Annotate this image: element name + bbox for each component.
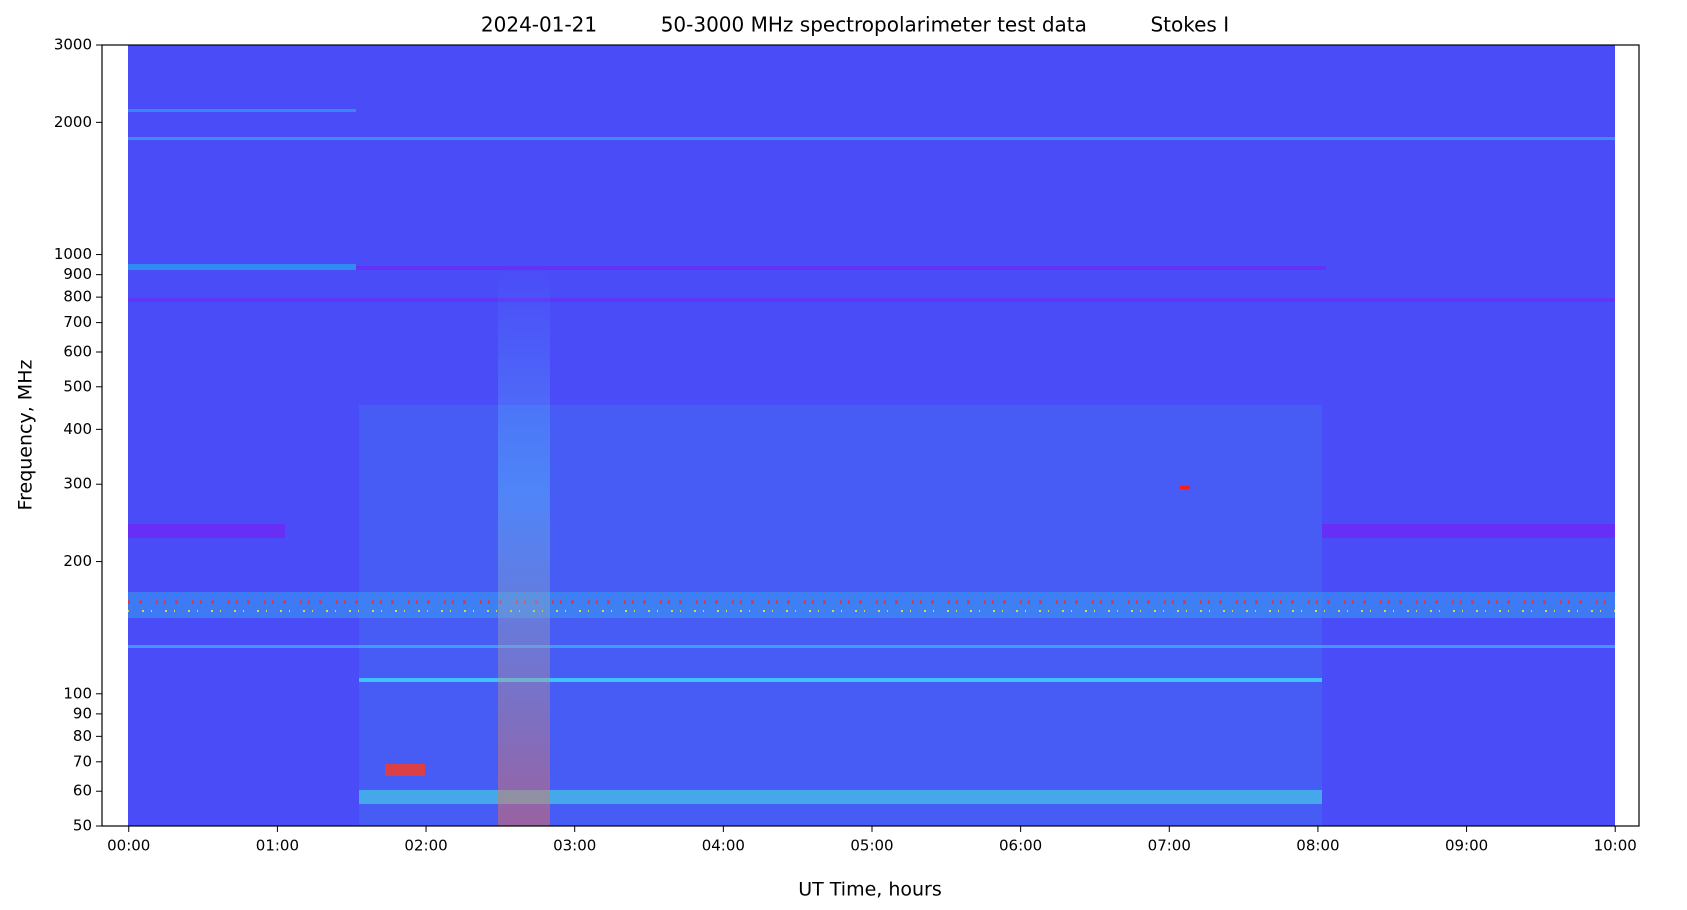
y-tick-label: 400 bbox=[63, 420, 92, 438]
y-tick-label: 700 bbox=[63, 313, 92, 331]
y-tick-label: 200 bbox=[63, 552, 92, 570]
y-tick-label: 500 bbox=[63, 377, 92, 395]
y-tick-label: 900 bbox=[63, 265, 92, 283]
y-tick-label: 50 bbox=[73, 817, 92, 835]
x-tick-label: 00:00 bbox=[107, 837, 150, 855]
y-tick-label: 800 bbox=[63, 288, 92, 306]
y-tick-label: 3000 bbox=[54, 36, 92, 54]
x-tick-label: 06:00 bbox=[999, 837, 1042, 855]
y-axis-label: Frequency, MHz bbox=[15, 360, 37, 511]
y-tick-label: 100 bbox=[63, 684, 92, 702]
y-tick-label: 60 bbox=[73, 782, 92, 800]
x-tick-label: 07:00 bbox=[1148, 837, 1191, 855]
x-tick-label: 09:00 bbox=[1445, 837, 1488, 855]
y-tick-label: 2000 bbox=[54, 113, 92, 131]
y-tick-label: 600 bbox=[63, 343, 92, 361]
chart-title: 2024-01-21 50-3000 MHz spectropolarimete… bbox=[481, 13, 1229, 37]
x-tick-label: 02:00 bbox=[404, 837, 447, 855]
y-tick-label: 1000 bbox=[54, 245, 92, 263]
x-tick-label: 08:00 bbox=[1296, 837, 1339, 855]
y-tick-label: 90 bbox=[73, 704, 92, 722]
x-axis-label: UT Time, hours bbox=[798, 879, 942, 901]
x-tick-label: 03:00 bbox=[553, 837, 596, 855]
plot-frame bbox=[101, 44, 1640, 827]
y-tick-label: 80 bbox=[73, 727, 92, 745]
spectrogram-image bbox=[128, 45, 1615, 826]
x-tick-label: 10:00 bbox=[1594, 837, 1637, 855]
x-tick-label: 01:00 bbox=[256, 837, 299, 855]
y-tick-label: 70 bbox=[73, 752, 92, 770]
x-tick-label: 05:00 bbox=[850, 837, 893, 855]
y-tick-label: 300 bbox=[63, 475, 92, 493]
x-tick-label: 04:00 bbox=[702, 837, 745, 855]
